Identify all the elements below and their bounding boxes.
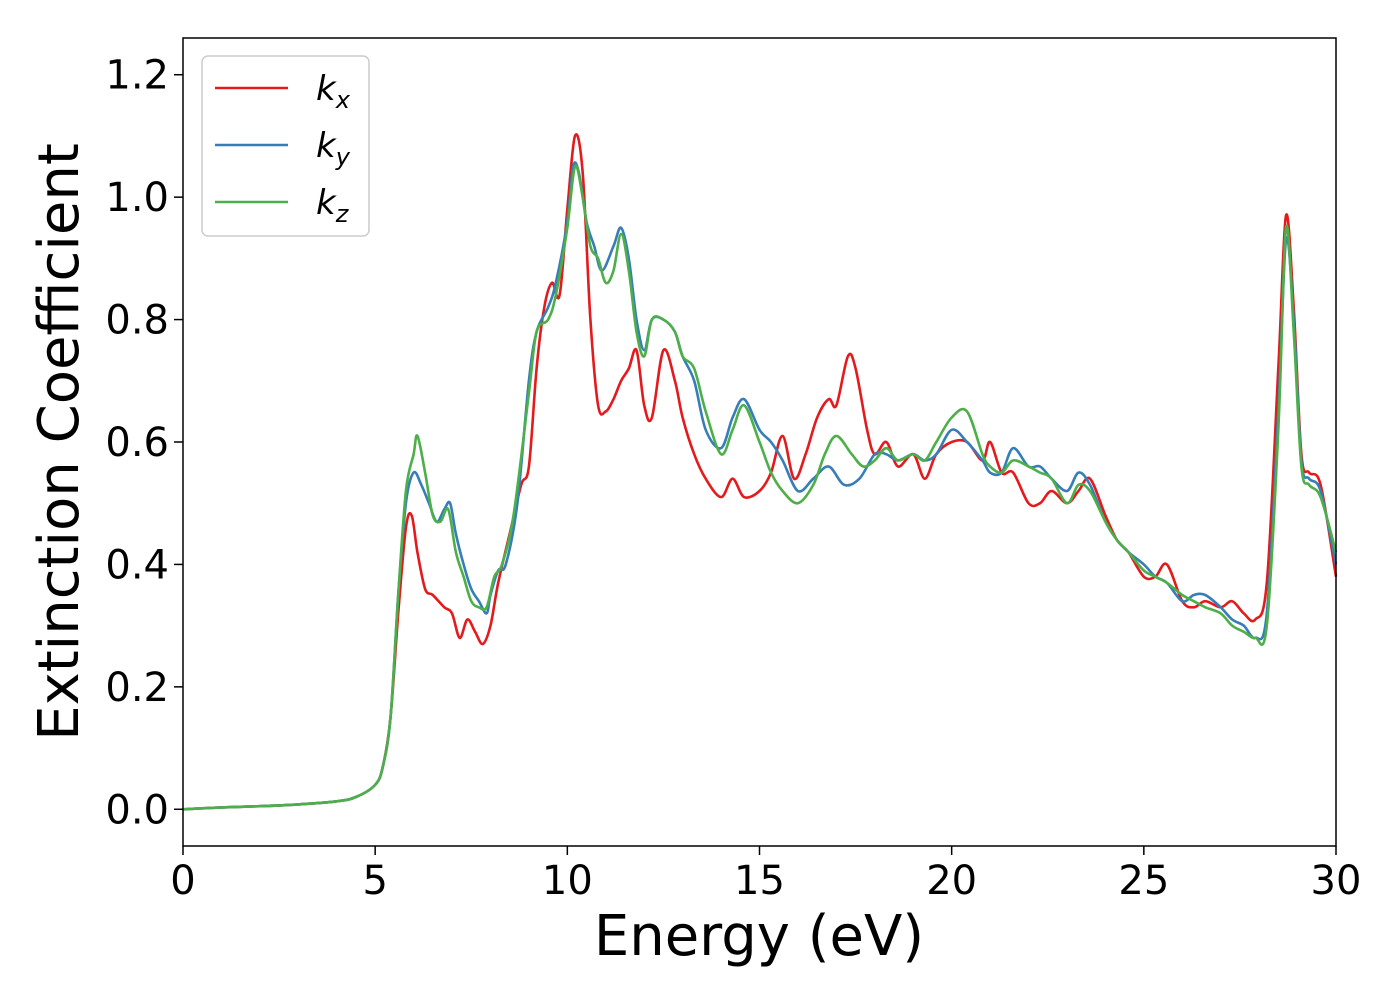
x-axis-label: Energy (eV) [594, 904, 924, 969]
y-axis-label: Extinction Coefficient [27, 143, 92, 741]
x-tick-label: 30 [1311, 858, 1362, 904]
x-tick-label: 15 [734, 858, 785, 904]
x-axis: 0 5 10 15 20 25 30 [170, 846, 1361, 904]
series-line-ky [182, 161, 1338, 811]
y-tick-label: 1.2 [105, 53, 169, 99]
x-tick-label: 0 [170, 858, 195, 904]
x-tick-label: 10 [542, 858, 593, 904]
y-tick-label: 1.0 [105, 175, 169, 221]
series-line-kz [182, 164, 1338, 811]
y-tick-label: 0.0 [105, 787, 169, 833]
series-layer [182, 133, 1338, 811]
y-tick-label: 0.2 [105, 665, 169, 711]
x-tick-label: 25 [1118, 858, 1169, 904]
y-tick-label: 0.8 [105, 298, 169, 344]
y-tick-label: 0.4 [105, 542, 169, 588]
x-tick-label: 5 [362, 858, 387, 904]
x-tick-label: 20 [926, 858, 977, 904]
y-tick-label: 0.6 [105, 420, 169, 466]
y-axis: 0.0 0.2 0.4 0.6 0.8 1.0 1.2 [105, 53, 183, 833]
series-line-kx [182, 133, 1338, 811]
